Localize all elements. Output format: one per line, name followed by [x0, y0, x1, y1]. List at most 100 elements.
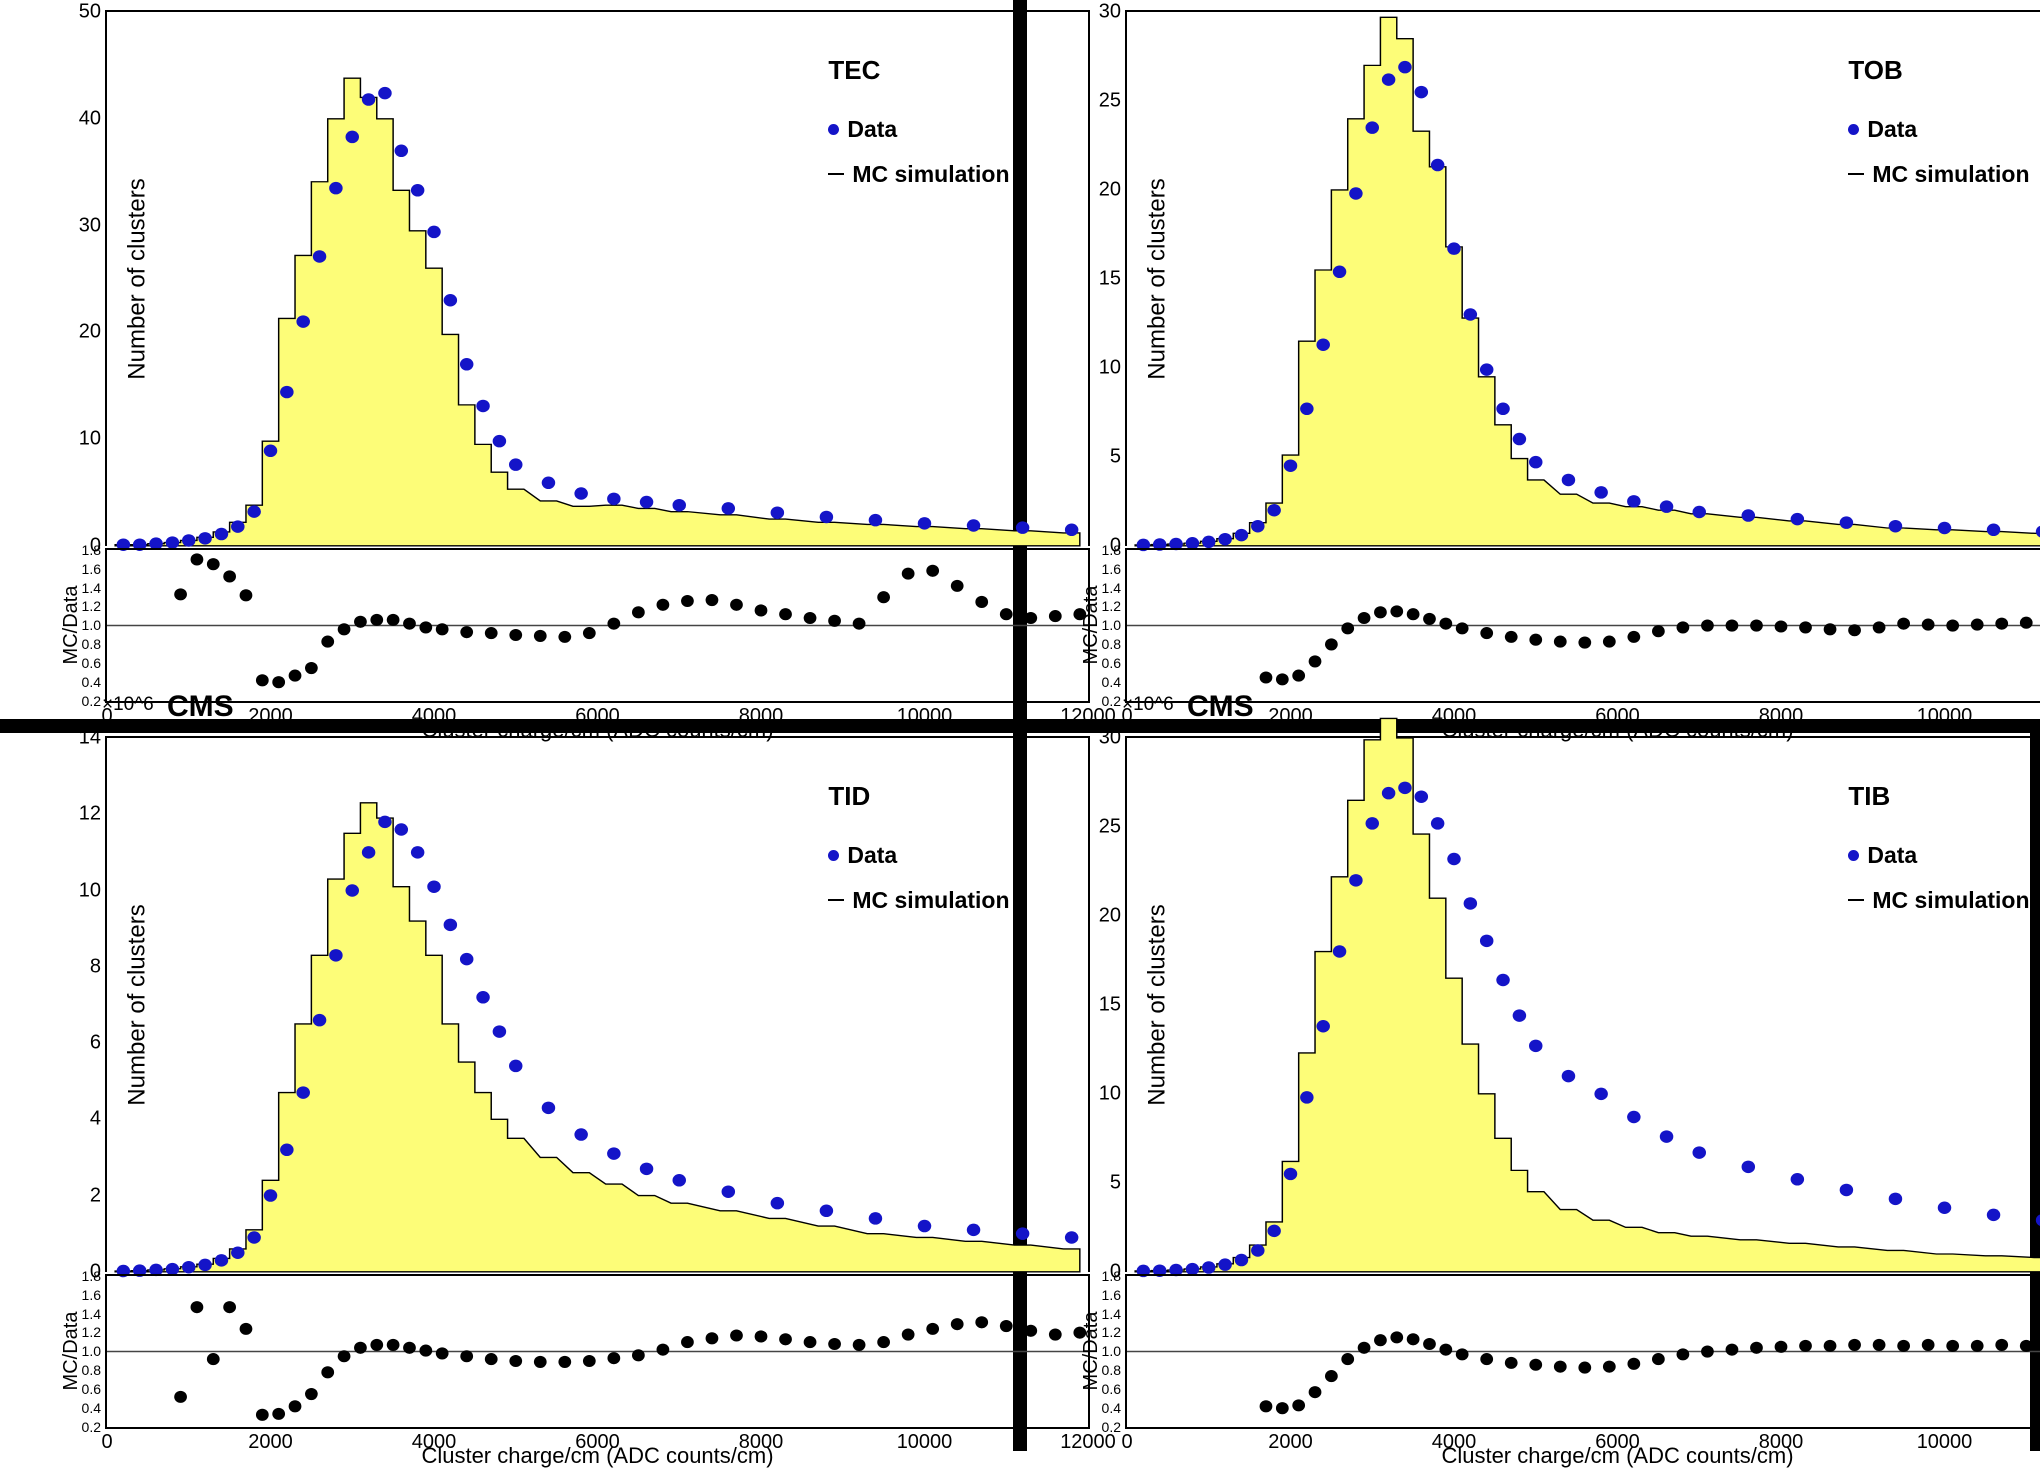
- ratio-data-point: [1971, 1340, 1984, 1352]
- ratio-data-point: [706, 1332, 719, 1344]
- ratio-chart-svg-tid: [107, 1276, 1088, 1427]
- data-point: [1594, 486, 1607, 498]
- data-point: [1529, 456, 1542, 468]
- ratio-data-point: [1701, 1345, 1714, 1357]
- ratio-plot-tid: MC/Data 0.2 0.4 0.6 0.8 1.0 1.2 1.4 1.6 1.8 0 2000 4…: [105, 1274, 1090, 1429]
- ratio-data-point: [1627, 1358, 1640, 1370]
- ratio-y-tick-1.4: 1.4: [1102, 580, 1121, 596]
- ratio-data-point: [1995, 1339, 2008, 1351]
- data-point: [1496, 403, 1509, 415]
- ratio-data-point: [534, 630, 547, 642]
- ratio-data-point: [321, 1366, 334, 1378]
- ratio-data-point: [583, 1355, 596, 1367]
- plot-wrap-tid: CMS ×10^6 Number of clusters 0 2 4 6 8 10 12 14 TID…: [0, 726, 1020, 1451]
- ratio-data-point: [632, 1349, 645, 1361]
- x-tick-0: 0: [1121, 1431, 1132, 1454]
- ratio-data-point: [305, 1388, 318, 1400]
- ratio-data-point: [902, 1328, 915, 1340]
- ratio-data-point: [1276, 1402, 1289, 1414]
- main-chart-svg-tob: [1127, 12, 2040, 546]
- data-point: [1889, 520, 1902, 532]
- ratio-data-point: [436, 623, 449, 635]
- ratio-data-point: [207, 1353, 220, 1365]
- mc-simulation-histogram: [115, 803, 1080, 1272]
- data-point: [1938, 522, 1951, 534]
- ratio-plot-tib: MC/Data 0.2 0.4 0.6 0.8 1.0 1.2 1.4 1.6 1.8 0 2000 4…: [1125, 1274, 2040, 1429]
- ratio-data-point: [240, 1323, 253, 1335]
- ratio-chart-svg-tib: [1127, 1276, 2040, 1427]
- data-point: [918, 1220, 931, 1232]
- ratio-data-point: [419, 1344, 432, 1356]
- ratio-chart-svg-tec: [107, 550, 1088, 701]
- cms-experiment-label: CMS: [167, 690, 234, 724]
- data-point: [2036, 1214, 2040, 1226]
- ratio-data-point: [657, 1343, 670, 1355]
- data-point: [1267, 1225, 1280, 1237]
- data-point: [460, 953, 473, 965]
- ratio-data-point: [1325, 1370, 1338, 1382]
- data-point: [918, 517, 931, 529]
- y-tick-20: 20: [1099, 178, 1121, 201]
- data-point: [476, 400, 489, 412]
- ratio-data-point: [853, 1339, 866, 1351]
- ratio-data-point: [485, 627, 498, 639]
- ratio-y-tick-1.8: 1.8: [82, 1268, 101, 1284]
- data-point: [1594, 1088, 1607, 1100]
- data-point: [1840, 516, 1853, 528]
- ratio-data-point: [534, 1356, 547, 1368]
- y-tick-5: 5: [1110, 1171, 1121, 1194]
- data-point: [1562, 1070, 1575, 1082]
- ratio-data-point: [877, 591, 890, 603]
- ratio-data-point: [558, 1356, 571, 1368]
- ratio-data-point: [485, 1353, 498, 1365]
- data-point: [460, 358, 473, 370]
- ratio-data-point: [1276, 673, 1289, 685]
- data-point: [1480, 363, 1493, 375]
- ratio-data-point: [174, 588, 187, 600]
- data-point: [378, 87, 391, 99]
- ratio-data-point: [1799, 1340, 1812, 1352]
- data-point: [296, 1086, 309, 1098]
- panel-tob: CMS×10^6Number of clusters051015202530TO…: [1020, 0, 2040, 725]
- panel-tec: CMS×10^6Number of clusters01020304050TEC…: [0, 0, 1020, 725]
- data-point: [395, 145, 408, 157]
- ratio-data-point: [289, 669, 302, 681]
- data-point: [1693, 1146, 1706, 1158]
- data-point: [395, 823, 408, 835]
- ratio-data-point: [1824, 623, 1837, 635]
- ratio-y-tick-0.6: 0.6: [1102, 655, 1121, 671]
- data-point: [329, 182, 342, 194]
- ratio-plot-tob: MC/Data 0.2 0.4 0.6 0.8 1.0 1.2 1.4 1.6 1.8 0 2000 4…: [1125, 548, 2040, 703]
- x-tick-2000: 2000: [248, 1431, 293, 1454]
- ratio-data-point: [419, 621, 432, 633]
- data-point: [198, 1259, 211, 1271]
- data-point: [1480, 935, 1493, 947]
- ratio-data-point: [706, 594, 719, 606]
- data-point: [1333, 266, 1346, 278]
- ratio-data-point: [1603, 1360, 1616, 1372]
- data-point: [1742, 1161, 1755, 1173]
- data-point: [427, 226, 440, 238]
- y-tick-6: 6: [90, 1032, 101, 1055]
- x-tick-10000: 10000: [897, 705, 953, 728]
- data-point: [1496, 974, 1509, 986]
- data-point: [869, 1212, 882, 1224]
- ratio-y-tick-1.2: 1.2: [82, 1324, 101, 1340]
- ratio-data-point: [1873, 621, 1886, 633]
- ratio-data-point: [321, 635, 334, 647]
- data-point: [1660, 1130, 1673, 1142]
- data-point: [542, 1102, 555, 1114]
- ratio-y-tick-0.8: 0.8: [1102, 636, 1121, 652]
- ratio-y-tick-1.4: 1.4: [82, 1306, 101, 1322]
- data-point: [1349, 874, 1362, 886]
- ratio-data-point: [1341, 622, 1354, 634]
- ratio-data-point: [558, 631, 571, 643]
- mc-simulation-histogram: [1135, 17, 2040, 545]
- data-point: [1938, 1201, 1951, 1213]
- ratio-y-tick-1.2: 1.2: [1102, 598, 1121, 614]
- ratio-data-point: [657, 599, 670, 611]
- data-point: [1562, 474, 1575, 486]
- ratio-axis-label: MC/Data: [1080, 586, 1103, 665]
- x-tick-2000: 2000: [1268, 1431, 1313, 1454]
- ratio-data-point: [1677, 621, 1690, 633]
